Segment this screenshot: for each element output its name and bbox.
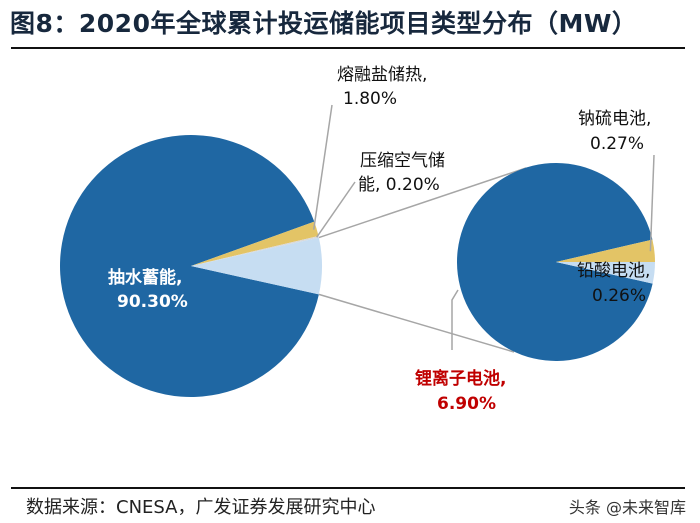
slice-compressed-air	[191, 235, 319, 266]
pct-lead-acid: 0.26%	[592, 286, 646, 306]
footer-divider	[11, 487, 685, 489]
label-compressed-air-2: 能, 0.20%	[358, 175, 440, 195]
connector-line-top	[318, 167, 527, 239]
leader-molten-salt	[312, 104, 333, 230]
slice-secondary-li-ion	[457, 163, 653, 362]
pie-of-pie-chart: 熔融盐储热, 1.80% 压缩空气储 能, 0.20% 抽水蓄能, 90.30%…	[60, 65, 655, 414]
label-li-ion: 锂离子电池,	[415, 368, 506, 389]
pct-nas: 0.27%	[590, 134, 644, 154]
slice-molten-salt	[191, 221, 319, 266]
slice-lead-acid	[556, 262, 655, 284]
pct-molten-salt: 1.80%	[343, 89, 397, 109]
slice-li-ion	[191, 237, 322, 295]
pct-li-ion: 6.90%	[437, 394, 496, 414]
leader-compressed-air	[316, 181, 356, 238]
connector-line-bottom	[318, 293, 515, 353]
label-molten-salt: 熔融盐储热,	[337, 65, 427, 85]
source-note: 数据来源：CNESA，广发证券发展研究中心	[26, 497, 376, 518]
slice-nas	[556, 239, 655, 262]
label-compressed-air: 压缩空气储	[360, 151, 445, 171]
slice-pumped-hydro	[60, 135, 319, 398]
leader-nas	[649, 154, 655, 252]
title-divider	[11, 47, 685, 49]
label-nas: 钠硫电池,	[578, 109, 651, 129]
watermark: 头条 @未来智库	[568, 498, 686, 517]
pct-pumped-hydro: 90.30%	[117, 292, 188, 312]
label-pumped-hydro: 抽水蓄能,	[108, 267, 182, 288]
chart-title: 图8：2020年全球累计投运储能项目类型分布（MW）	[10, 9, 638, 38]
label-lead-acid: 铅酸电池,	[577, 261, 650, 281]
leader-li-ion	[451, 289, 459, 350]
